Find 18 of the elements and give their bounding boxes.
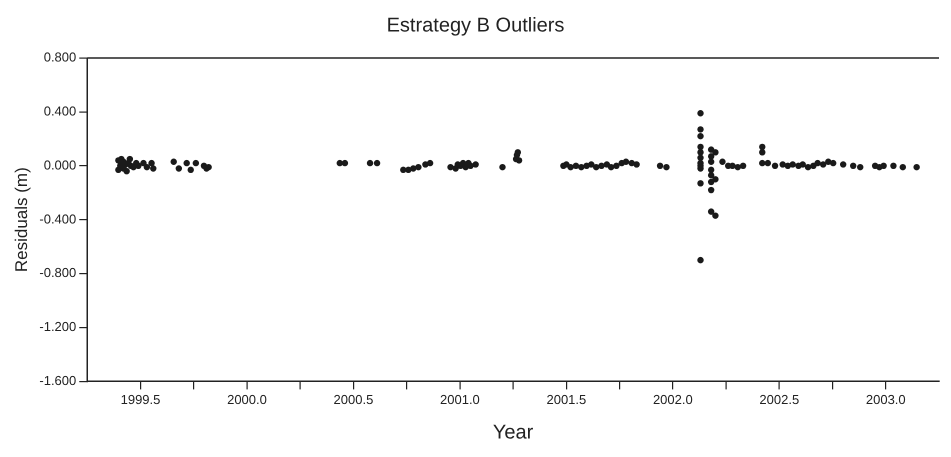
y-tick-label: 0.800 xyxy=(44,50,76,65)
y-tick-label: -1.600 xyxy=(39,372,76,388)
y-tick-label: -0.400 xyxy=(39,211,76,226)
chart-title: Estrategy B Outliers xyxy=(386,14,564,37)
x-axis-title: Year xyxy=(492,422,534,444)
x-tick-label: 2002.0 xyxy=(652,392,693,407)
x-tick-label: 2001.0 xyxy=(440,392,480,407)
x-tick-label: 2003.0 xyxy=(866,392,906,407)
y-tick-label: 0.400 xyxy=(44,103,76,118)
y-tick-label: -1.200 xyxy=(39,319,76,334)
x-tick-label: 2000.5 xyxy=(334,392,374,407)
x-tick-label: 2001.5 xyxy=(546,392,586,407)
x-tick-label: 1999.5 xyxy=(120,392,160,407)
x-tick-label: 2002.5 xyxy=(759,392,800,407)
y-axis-title: Residuals (m) xyxy=(12,167,31,272)
x-tick-label: 2000.0 xyxy=(227,392,267,407)
y-tick-label: -0.800 xyxy=(39,265,76,280)
y-tick-label: 0.000 xyxy=(44,157,76,172)
